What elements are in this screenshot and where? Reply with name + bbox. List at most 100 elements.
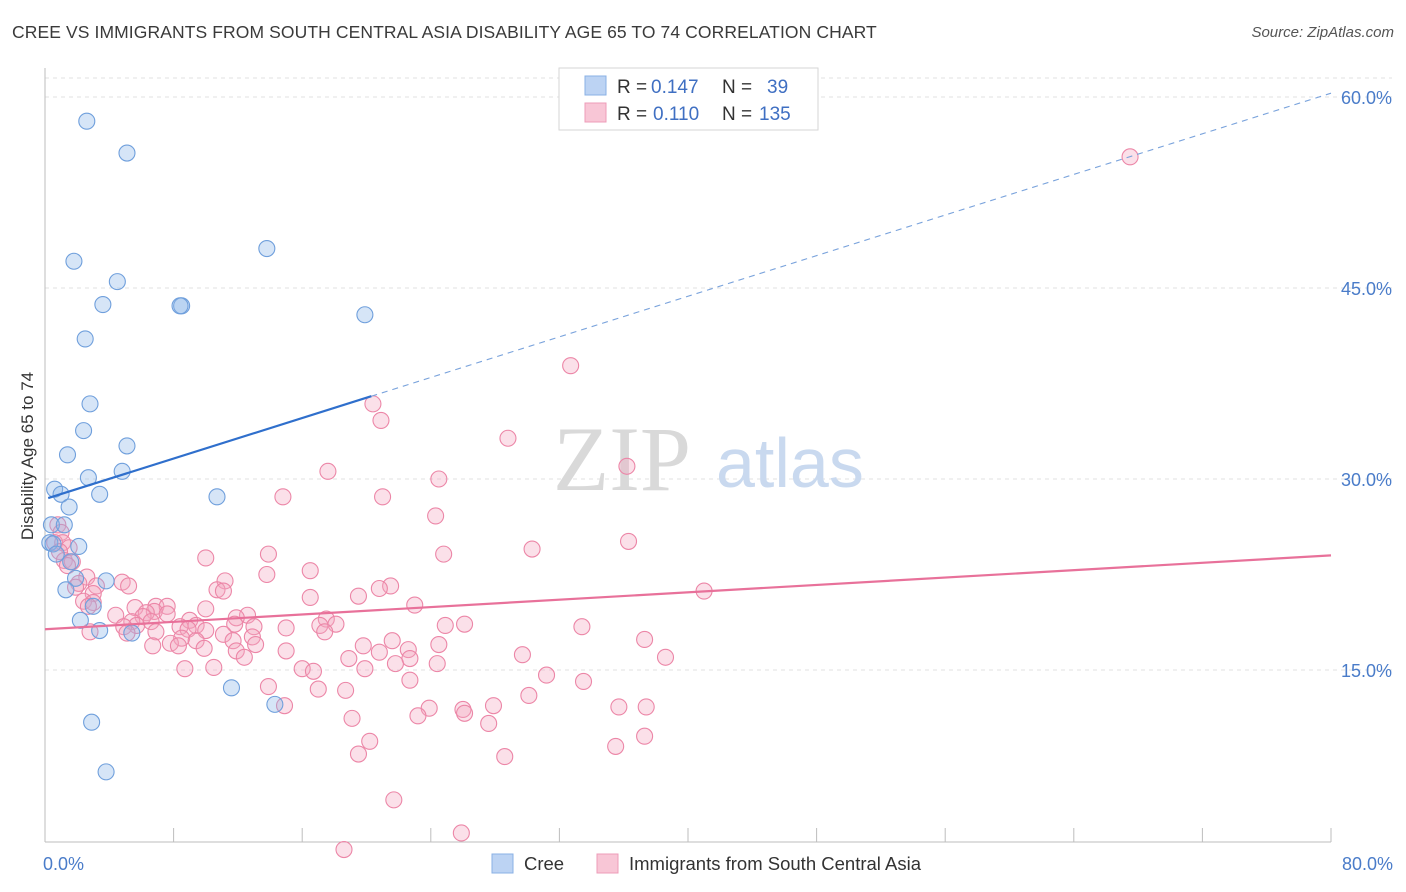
- bottom-legend-label-cree: Cree: [524, 853, 564, 874]
- point-immigrants: [409, 707, 427, 725]
- chart-title: CREE VS IMMIGRANTS FROM SOUTH CENTRAL AS…: [12, 22, 877, 42]
- point-immigrants: [247, 635, 265, 654]
- point-immigrants: [340, 649, 358, 668]
- point-cree: [222, 679, 241, 697]
- point-immigrants: [636, 630, 654, 648]
- y-tick-label: 30.0%: [1341, 470, 1392, 490]
- point-immigrants: [456, 704, 474, 722]
- point-immigrants: [235, 648, 253, 666]
- point-immigrants: [258, 565, 276, 584]
- point-cree: [65, 252, 83, 270]
- point-immigrants: [349, 745, 368, 763]
- point-immigrants: [120, 577, 138, 595]
- point-immigrants: [144, 637, 162, 655]
- point-cree: [57, 581, 75, 599]
- y-tick-label: 60.0%: [1341, 88, 1392, 108]
- point-immigrants: [406, 596, 424, 614]
- point-immigrants: [214, 582, 232, 600]
- point-cree: [91, 485, 109, 503]
- legend-n-label-immigrants: N =: [722, 104, 752, 125]
- legend-r-label-cree: R =: [617, 77, 647, 98]
- trend-line-cree: [47, 395, 372, 500]
- point-immigrants: [259, 678, 277, 696]
- point-immigrants: [309, 680, 327, 698]
- point-immigrants: [619, 532, 638, 550]
- trend-line-immigrants: [44, 554, 1332, 631]
- point-immigrants: [385, 791, 403, 809]
- point-immigrants: [205, 658, 223, 677]
- point-immigrants: [277, 619, 295, 637]
- point-immigrants: [208, 581, 226, 599]
- point-immigrants: [513, 646, 531, 664]
- bottom-legend-swatch-immigrants: [596, 853, 619, 874]
- legend-swatch-cree: [584, 75, 607, 96]
- point-immigrants: [301, 588, 319, 606]
- point-cree: [208, 488, 226, 506]
- point-immigrants: [349, 587, 368, 605]
- point-immigrants: [147, 623, 165, 641]
- bottom-legend-label-immigrants: Immigrants from South Central Asia: [629, 853, 922, 874]
- watermark-zip: ZIP: [553, 408, 691, 510]
- point-immigrants: [435, 545, 453, 563]
- legend-r-value-cree: 0.147: [651, 77, 699, 98]
- point-immigrants: [383, 632, 401, 650]
- point-immigrants: [573, 618, 591, 636]
- point-cree: [78, 112, 96, 130]
- watermark: ZIP atlas: [553, 408, 864, 510]
- point-immigrants: [316, 623, 334, 641]
- point-immigrants: [499, 429, 517, 447]
- point-immigrants: [195, 639, 213, 657]
- trend-lines: [44, 92, 1332, 631]
- point-cree: [70, 537, 88, 556]
- chart-source: Source: ZipAtlas.com: [1251, 24, 1394, 41]
- legend-r-label-immigrants: R =: [617, 104, 647, 125]
- point-immigrants: [79, 597, 97, 615]
- point-cree: [58, 446, 77, 464]
- point-cree: [97, 572, 115, 590]
- point-immigrants: [456, 615, 474, 633]
- point-immigrants: [224, 632, 242, 650]
- point-cree: [118, 144, 136, 162]
- point-cree: [258, 239, 276, 258]
- point-cree: [356, 306, 374, 324]
- point-immigrants: [537, 666, 556, 684]
- point-immigrants: [382, 577, 400, 595]
- point-immigrants: [374, 488, 392, 506]
- point-immigrants: [343, 709, 361, 727]
- point-immigrants: [401, 649, 419, 668]
- point-cree: [71, 611, 89, 629]
- point-immigrants: [562, 357, 580, 375]
- point-immigrants: [401, 671, 419, 689]
- point-immigrants: [214, 625, 232, 643]
- point-immigrants: [197, 600, 215, 618]
- bottom-legend: Cree Immigrants from South Central Asia: [491, 853, 922, 874]
- point-immigrants: [452, 824, 470, 842]
- point-immigrants: [317, 610, 335, 628]
- point-cree: [76, 330, 94, 348]
- legend-n-value-immigrants: 135: [759, 104, 791, 125]
- point-cree: [81, 395, 99, 413]
- point-immigrants: [610, 698, 628, 716]
- point-immigrants: [301, 562, 319, 580]
- legend-n-label-cree: N =: [722, 77, 752, 98]
- legend-r-value-immigrants: 0.110: [653, 104, 699, 125]
- point-immigrants: [496, 748, 514, 766]
- point-immigrants: [637, 698, 655, 716]
- y-tick-label: 45.0%: [1341, 279, 1392, 299]
- point-immigrants: [430, 470, 448, 488]
- point-immigrants: [176, 660, 194, 678]
- point-immigrants: [618, 457, 636, 475]
- point-immigrants: [386, 655, 404, 673]
- point-immigrants: [277, 642, 295, 660]
- watermark-atlas: atlas: [716, 424, 864, 502]
- point-immigrants: [169, 637, 187, 655]
- point-immigrants: [520, 686, 538, 705]
- point-cree: [60, 498, 78, 516]
- point-immigrants: [428, 655, 446, 673]
- bottom-legend-swatch-cree: [491, 853, 514, 874]
- point-immigrants: [430, 635, 448, 654]
- point-immigrants: [158, 605, 176, 623]
- point-cree: [42, 516, 60, 534]
- point-immigrants: [354, 637, 372, 655]
- grid-lines: [45, 77, 1392, 671]
